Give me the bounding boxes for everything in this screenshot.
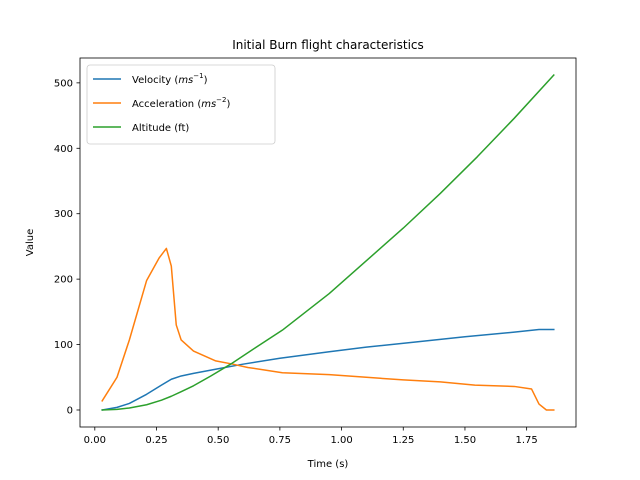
x-tick-label: 0.25 bbox=[145, 435, 167, 446]
x-tick-label: 0.50 bbox=[207, 435, 229, 446]
plot-lines bbox=[101, 73, 555, 411]
y-axis-ticks: 0 100 200 300 400 500 bbox=[54, 78, 80, 416]
x-axis-label: Time (s) bbox=[307, 459, 349, 470]
x-axis-ticks: 0.00 0.25 0.50 0.75 1.00 1.25 1.50 1.75 bbox=[84, 427, 538, 446]
x-tick-label: 1.25 bbox=[392, 435, 414, 446]
legend-label-1: Acceleration (ms−2) bbox=[132, 96, 231, 110]
x-tick-label: 1.75 bbox=[516, 435, 538, 446]
series-line-1 bbox=[101, 247, 555, 411]
series-line-2 bbox=[101, 73, 555, 411]
legend-label-2: Altitude (ft) bbox=[132, 123, 189, 134]
y-tick-label: 500 bbox=[54, 78, 73, 89]
plot-frame bbox=[79, 57, 577, 428]
y-tick-label: 400 bbox=[54, 144, 73, 155]
legend-box bbox=[86, 64, 276, 145]
x-tick-label: 1.00 bbox=[330, 435, 352, 446]
y-tick-label: 200 bbox=[54, 275, 73, 286]
x-tick-label: 0.75 bbox=[269, 435, 291, 446]
chart-title: Initial Burn flight characteristics bbox=[232, 38, 424, 52]
x-tick-label: 0.00 bbox=[84, 435, 106, 446]
y-axis-label: Value bbox=[25, 229, 36, 256]
y-tick-label: 300 bbox=[54, 209, 73, 220]
x-tick-label: 1.50 bbox=[454, 435, 476, 446]
legend: Velocity (ms−1) Acceleration (ms−2) Altitu… bbox=[86, 64, 276, 145]
series-line-0 bbox=[101, 328, 555, 411]
legend-label-0: Velocity (ms−1) bbox=[132, 72, 208, 86]
y-tick-label: 0 bbox=[67, 405, 73, 416]
y-tick-label: 100 bbox=[54, 340, 73, 351]
